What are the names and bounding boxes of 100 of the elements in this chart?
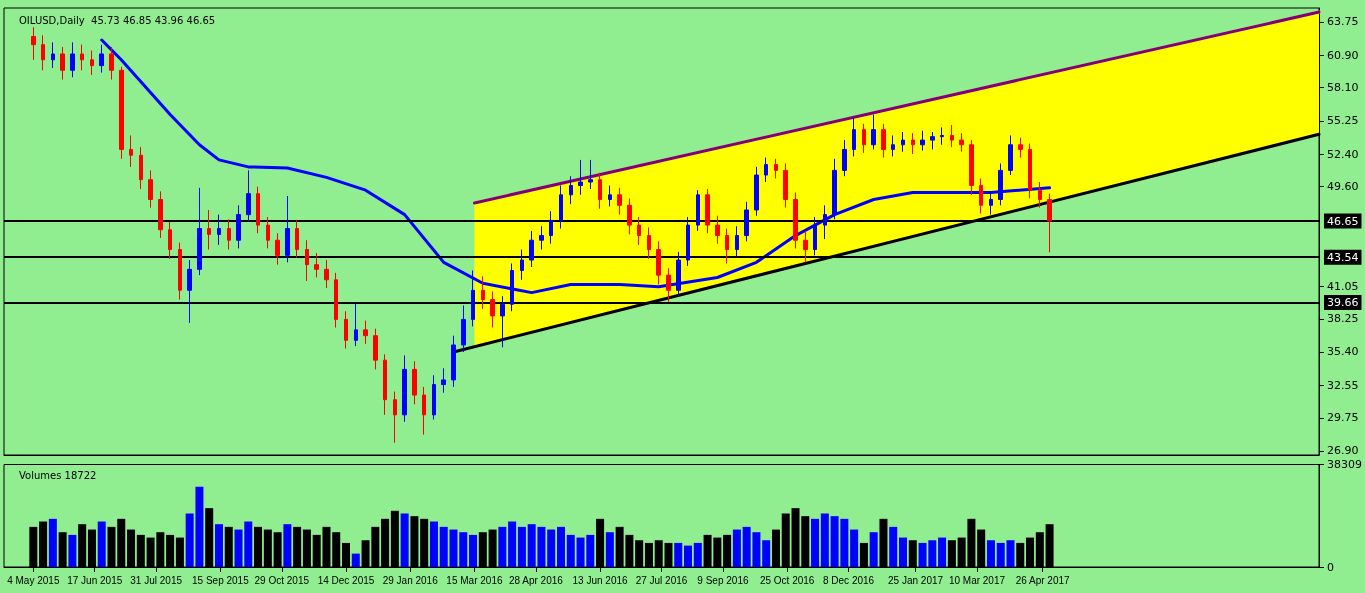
- candlestick: [236, 204, 241, 249]
- candlestick: [139, 146, 143, 190]
- y-tick-label: 0: [1327, 560, 1334, 574]
- candlestick: [940, 126, 944, 146]
- candlestick: [627, 197, 632, 235]
- candlestick: [656, 240, 661, 285]
- y-tick-label: 41.05: [1327, 279, 1359, 293]
- candlestick: [705, 188, 710, 234]
- candlestick: [217, 214, 221, 246]
- candlestick: [725, 228, 729, 265]
- x-tick-label: 27 Jul 2016: [635, 574, 688, 586]
- candlestick: [246, 169, 251, 223]
- candlestick: [373, 328, 378, 370]
- candlestick: [754, 166, 759, 217]
- x-tick-label: 29 Oct 2015: [254, 574, 310, 586]
- x-tick-label: 4 May 2015: [7, 574, 60, 586]
- candlestick: [920, 130, 925, 152]
- candlestick: [109, 46, 114, 81]
- candlestick: [324, 259, 329, 289]
- candlestick: [295, 219, 299, 259]
- bar: [351, 553, 360, 567]
- candlestick: [588, 159, 593, 190]
- bar: [986, 540, 995, 567]
- x-tick-label: 25 Oct 2016: [759, 574, 815, 586]
- x-tick-label: 15 Sep 2015: [192, 574, 250, 586]
- candlestick: [178, 242, 182, 301]
- candlestick: [569, 175, 573, 205]
- candlestick: [90, 49, 94, 76]
- y-tick-label: 35.40: [1327, 345, 1359, 359]
- bar: [605, 532, 614, 567]
- candlestick: [70, 41, 75, 78]
- candlestick: [696, 189, 700, 232]
- bar: [811, 518, 820, 567]
- candlestick: [129, 134, 133, 168]
- candlestick: [285, 195, 290, 263]
- bar: [850, 529, 859, 567]
- candlestick: [578, 159, 583, 196]
- candlestick: [617, 187, 622, 216]
- candlestick: [451, 335, 456, 388]
- x-tick-label: 31 Jul 2015: [130, 574, 183, 586]
- bar: [762, 540, 771, 567]
- candlestick: [197, 187, 202, 276]
- candlestick: [539, 225, 544, 251]
- candlestick: [1038, 181, 1042, 209]
- candlestick: [598, 172, 602, 210]
- bar: [556, 526, 565, 567]
- candlestick: [647, 226, 651, 260]
- candlestick: [735, 225, 739, 258]
- bar: [439, 526, 448, 567]
- candlestick: [41, 34, 45, 71]
- x-tick-label: 10 Mar 2017: [948, 574, 1006, 586]
- candlestick: [520, 249, 524, 281]
- candlestick: [344, 310, 348, 349]
- candlestick: [930, 131, 935, 150]
- candlestick: [31, 26, 36, 61]
- candlestick: [979, 178, 983, 214]
- text: OILUSD,Daily 45.73 46.85 43.96 46.65: [19, 14, 216, 26]
- candlestick: [852, 117, 856, 157]
- x-tick-label: 25 Jan 2017: [888, 574, 944, 586]
- y-tick-label: 60.90: [1327, 48, 1359, 62]
- candlestick: [774, 158, 778, 180]
- candlestick: [950, 124, 954, 148]
- candlestick: [148, 169, 153, 209]
- x-tick-label: 15 Mar 2016: [446, 574, 503, 586]
- candlestick: [813, 216, 817, 256]
- candlestick: [969, 139, 974, 196]
- y-tick-label: 58.10: [1327, 81, 1359, 95]
- candlestick: [383, 353, 387, 416]
- candlestick: [793, 192, 798, 249]
- candlestick: [99, 44, 104, 74]
- candlestick: [207, 209, 211, 251]
- candlestick: [823, 204, 827, 240]
- text: Volumes 18722: [19, 469, 97, 481]
- candlestick: [168, 221, 172, 260]
- candlestick: [119, 66, 124, 160]
- candlestick: [881, 123, 886, 159]
- x-tick-label: 13 Jun 2016: [572, 574, 629, 586]
- candlestick: [783, 162, 788, 209]
- candlestick: [158, 190, 163, 239]
- candlestick: [842, 139, 847, 177]
- candlestick: [1008, 134, 1013, 176]
- candlestick: [500, 295, 505, 348]
- bar: [684, 545, 693, 567]
- candlestick: [549, 210, 553, 245]
- x-tick-label: 29 Jan 2016: [382, 574, 439, 586]
- candlestick: [998, 162, 1003, 206]
- x-tick-label: 9 Sep 2016: [697, 574, 749, 586]
- candlestick: [803, 230, 808, 263]
- candlestick: [275, 232, 280, 266]
- candlestick: [481, 275, 485, 310]
- bar: [508, 521, 517, 567]
- candlestick: [334, 272, 338, 329]
- candlestick: [266, 216, 270, 249]
- ref-line-label: 46.65: [1327, 214, 1359, 228]
- x-tick-label: 14 Dec 2015: [317, 574, 375, 586]
- x-tick-label: 8 Dec 2016: [822, 574, 875, 586]
- candlestick: [363, 320, 368, 345]
- candlestick: [402, 354, 407, 423]
- candlestick: [60, 46, 65, 81]
- candlestick: [1047, 193, 1052, 253]
